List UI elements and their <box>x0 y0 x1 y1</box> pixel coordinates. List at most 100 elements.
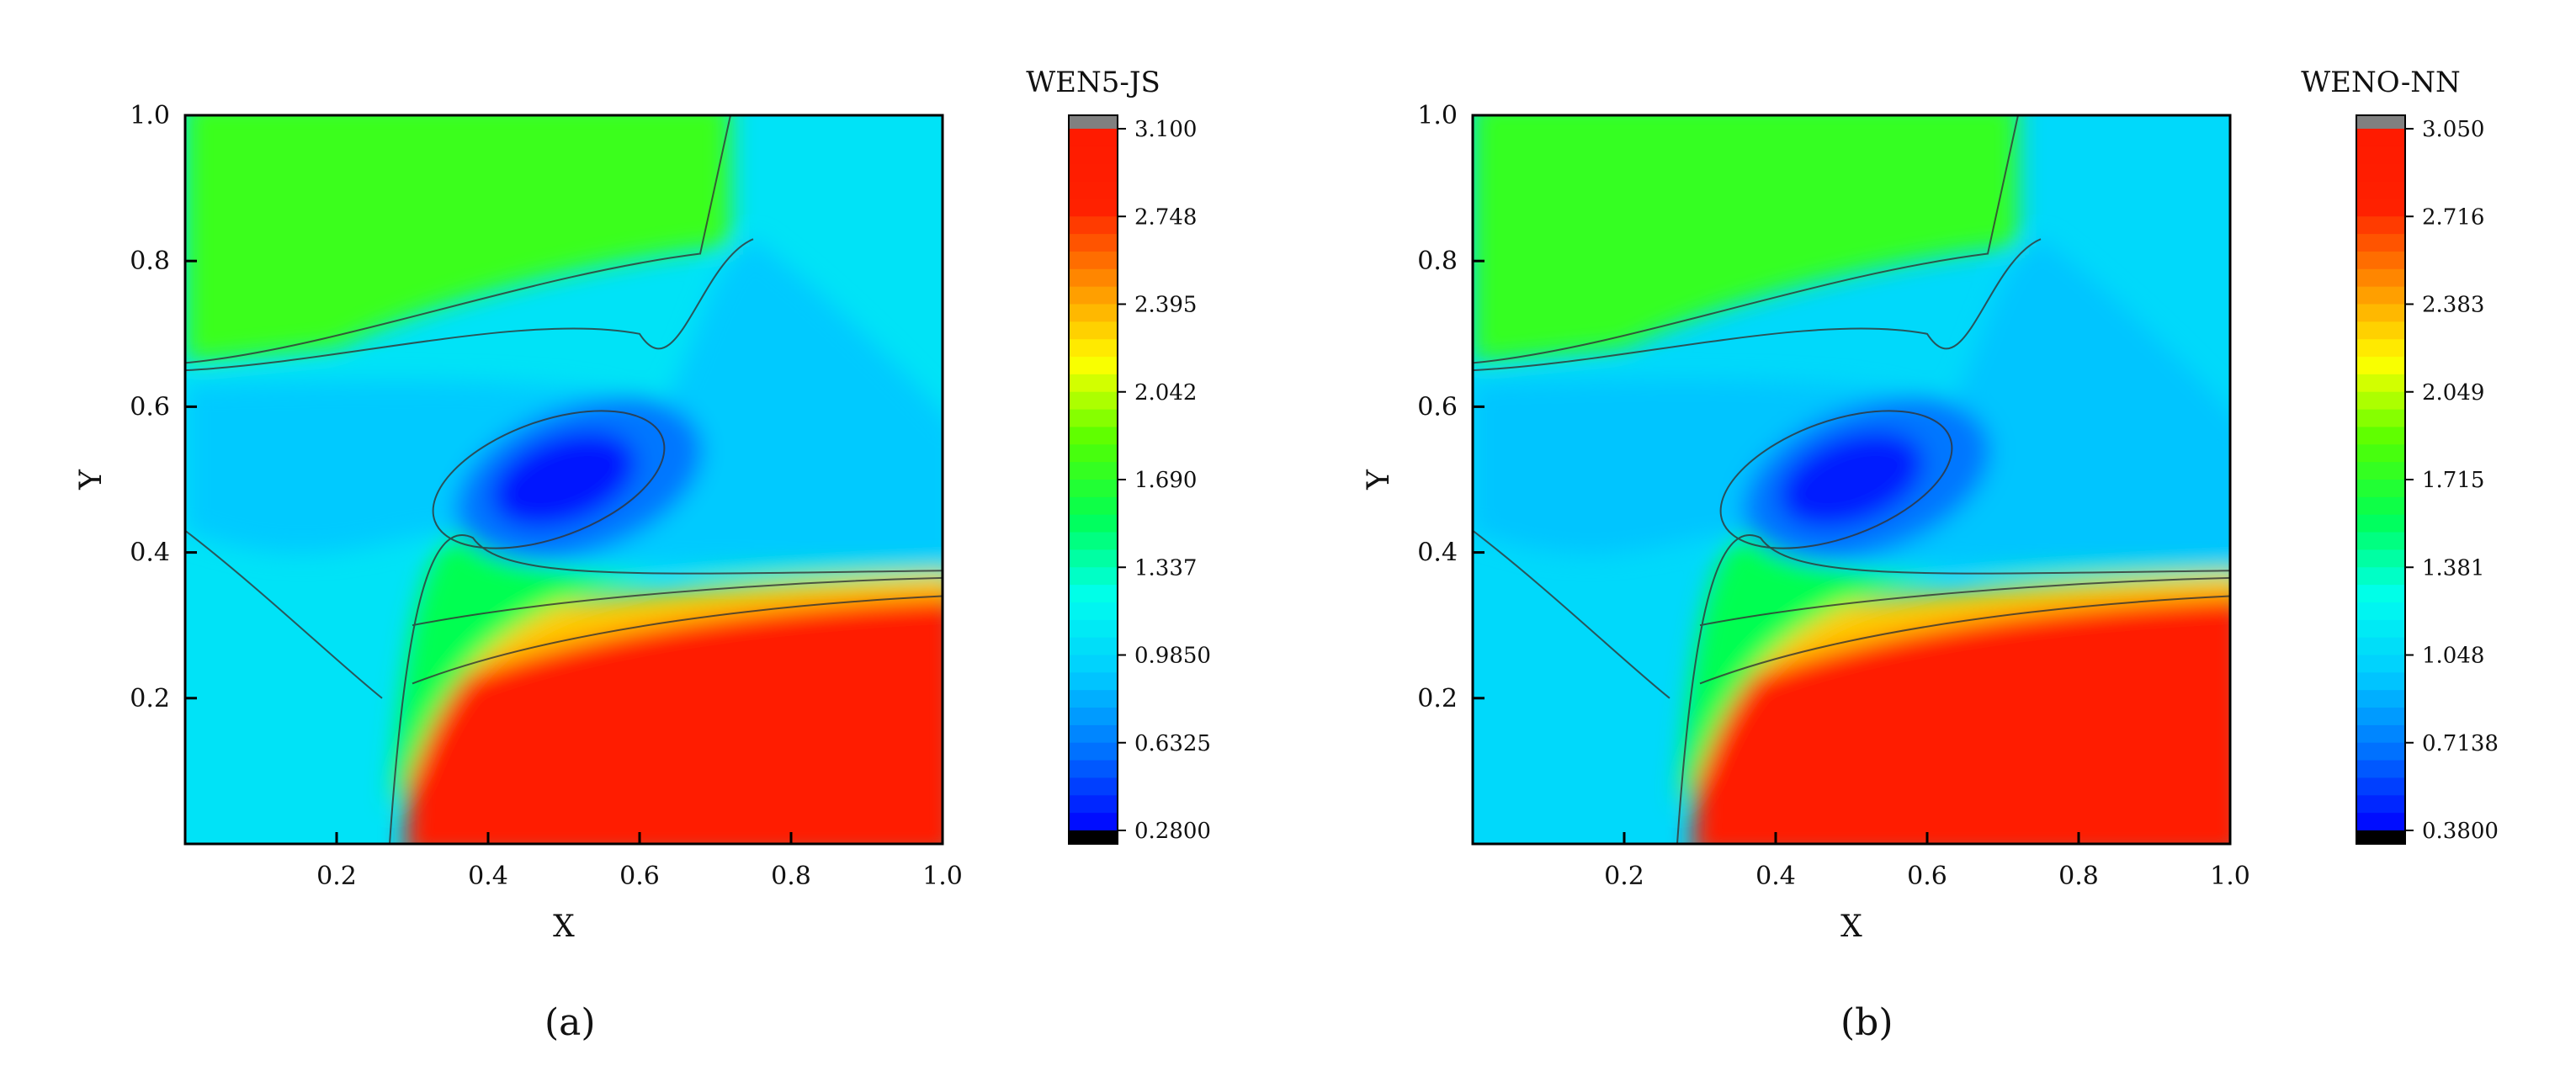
colorbar-segment <box>2356 374 2405 393</box>
x-tick-label: 0.4 <box>468 862 508 891</box>
heatmap-field <box>185 115 943 844</box>
colorbar-segment <box>2356 199 2405 217</box>
colorbar: 3.050 2.716 2.383 2.049 1.715 1.381 1.048 0.713… <box>2301 66 2499 845</box>
y-axis: 0.2 0.4 0.6 0.8 1.0 <box>130 101 197 713</box>
y-tick-label: 0.8 <box>1417 247 1458 276</box>
x-axis: 0.2 0.4 0.6 0.8 1.0 <box>316 832 963 891</box>
colorbar-tick-label: 0.3800 <box>2422 819 2499 844</box>
y-tick-label: 0.8 <box>130 247 170 276</box>
colorbar-segment <box>1069 234 1118 252</box>
colorbar-segment <box>2356 585 2405 603</box>
colorbar-segment <box>1069 462 1118 480</box>
x-tick-label: 0.8 <box>2058 862 2099 891</box>
colorbar-segment <box>1069 655 1118 673</box>
x-tick-label: 1.0 <box>922 862 963 891</box>
colorbar-segment <box>2356 708 2405 726</box>
colorbar-segment <box>1069 480 1118 498</box>
colorbar-segment <box>1069 672 1118 691</box>
contour-line <box>412 595 943 685</box>
y-tick-label: 0.6 <box>130 392 170 422</box>
caption-b: (b) <box>1840 1001 1893 1044</box>
region-vortex-core <box>491 431 637 528</box>
colorbar-segment <box>1069 724 1118 744</box>
colorbar-segment <box>1069 357 1118 375</box>
region-upper-left <box>1473 115 2018 363</box>
contour-line <box>185 529 383 699</box>
contour-line <box>185 238 754 372</box>
region-mixing-band <box>1473 239 2230 568</box>
y-tick-label: 1.0 <box>1417 101 1458 130</box>
colorbar-segment <box>2356 777 2405 796</box>
x-axis: 0.2 0.4 0.6 0.8 1.0 <box>1604 832 2250 891</box>
contour-lines <box>1473 115 2230 844</box>
contour-line <box>412 576 943 627</box>
x-tick-label: 0.6 <box>1907 862 1947 891</box>
colorbar-segment <box>1069 514 1118 533</box>
colorbar-tick-label: 1.715 <box>2422 468 2484 493</box>
colorbar-tick-label: 1.690 <box>1134 468 1197 493</box>
chart-b: 0.2 0.4 0.6 0.8 1.0 0.2 0.4 0.6 0.8 1.0 X Y 3.050 2.7… <box>1362 66 2499 944</box>
colorbar-tick-label: 0.2800 <box>1134 819 1211 844</box>
region-mixing-band <box>185 239 943 568</box>
colorbar-segment <box>2356 549 2405 568</box>
contour-line <box>1473 238 2042 372</box>
colorbar-segment <box>2356 444 2405 463</box>
colorbar-segment <box>2356 181 2405 199</box>
colorbar-segment <box>1069 286 1118 305</box>
colorbar-segment <box>2356 567 2405 586</box>
colorbar-segment <box>1069 409 1118 428</box>
y-axis-label: Y <box>1362 469 1396 491</box>
colorbar-segment <box>1069 496 1118 516</box>
colorbar-segment <box>2356 357 2405 375</box>
colorbar-segment <box>2356 234 2405 252</box>
colorbar-under <box>1069 830 1118 844</box>
chart-a: 0.2 0.4 0.6 0.8 1.0 0.2 0.4 0.6 0.8 1.0 X Y 3.100 2.7… <box>74 66 1211 944</box>
region-group <box>1473 115 2230 844</box>
contour-line <box>185 115 731 364</box>
colorbar-tick-label: 2.049 <box>2422 380 2484 406</box>
heatmap-field <box>1473 115 2230 844</box>
colorbar-segment <box>2356 813 2405 831</box>
colorbar-segment <box>2356 690 2405 708</box>
colorbar-segment <box>1069 813 1118 831</box>
contour-line <box>1676 534 2230 844</box>
colorbar-segment <box>2356 427 2405 445</box>
colorbar-segment <box>1069 637 1118 656</box>
colorbar-segment <box>1069 585 1118 603</box>
colorbar-segment <box>2356 672 2405 691</box>
colorbar-segment <box>2356 268 2405 288</box>
contour-line <box>1699 576 2230 627</box>
colorbar-tick-label: 3.100 <box>1134 117 1197 142</box>
colorbar-segment <box>2356 496 2405 516</box>
contour-line <box>1699 595 2230 685</box>
colorbar-segment <box>1069 708 1118 726</box>
colorbar: 3.100 2.748 2.395 2.042 1.690 1.337 0.9850 0.63… <box>1026 66 1211 845</box>
colorbar-segment <box>1069 199 1118 217</box>
colorbar-segment <box>1069 163 1118 183</box>
x-tick-label: 0.6 <box>619 862 660 891</box>
colorbar-segment <box>1069 690 1118 708</box>
colorbar-segment <box>1069 129 1118 147</box>
colorbar-segment <box>2356 251 2405 270</box>
colorbar-segment <box>1069 795 1118 814</box>
colorbar-segment <box>1069 146 1118 165</box>
colorbar-tick-label: 1.048 <box>2422 644 2484 669</box>
colorbar-segment <box>1069 602 1118 621</box>
colorbar-segment <box>1069 268 1118 288</box>
colorbar-segment <box>1069 742 1118 761</box>
plot-frame <box>1471 114 2232 846</box>
contour-line <box>432 410 666 549</box>
region-group <box>185 115 943 844</box>
colorbar-segment <box>2356 637 2405 656</box>
colorbar-tick-label: 2.042 <box>1134 380 1197 406</box>
colorbar-tick-label: 0.7138 <box>2422 731 2499 756</box>
colorbar-tick-label: 3.050 <box>2422 117 2484 142</box>
colorbar-segment <box>1069 321 1118 340</box>
colorbar-under <box>2356 830 2405 844</box>
colorbar-segment <box>2356 409 2405 428</box>
colorbar-segment <box>2356 619 2405 639</box>
colorbar-segment <box>1069 216 1118 235</box>
plot-frame <box>183 114 944 846</box>
colorbar-segment <box>2356 532 2405 550</box>
colorbar-segment <box>2356 163 2405 183</box>
